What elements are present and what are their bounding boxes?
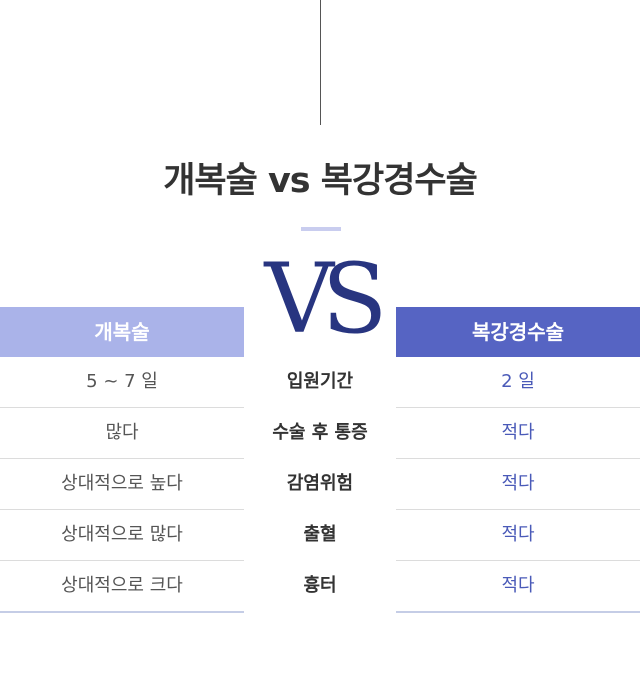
top-divider-line [320,0,321,125]
open-surgery-header: 개복술 [0,307,244,357]
laparoscopic-pain: 적다 [396,408,640,459]
open-surgery-column: 개복술 5 ~ 7 일 많다 상대적으로 높다 상대적으로 많다 상대적으로 크… [0,307,244,613]
vs-label: VS [264,243,387,355]
page-title: 개복술 vs 복강경수술 [163,161,478,201]
criteria-pain: 수술 후 통증 [272,422,368,443]
open-surgery-scar: 상대적으로 크다 [0,561,244,613]
criteria-scar: 흉터 [303,575,337,596]
criteria-column: 입원기간 수술 후 통증 감염위험 출혈 흉터 [244,357,396,612]
laparoscopic-hospital-stay: 2 일 [396,357,640,408]
open-surgery-hospital-stay: 5 ~ 7 일 [0,357,244,408]
laparoscopic-column: 복강경수술 2 일 적다 적다 적다 적다 [396,307,640,613]
open-surgery-pain: 많다 [0,408,244,459]
laparoscopic-infection-risk: 적다 [396,459,640,510]
criteria-hospital-stay: 입원기간 [286,371,354,392]
criteria-infection-risk: 감염위험 [286,473,354,494]
laparoscopic-bleeding: 적다 [396,510,640,561]
laparoscopic-header: 복강경수술 [396,307,640,357]
laparoscopic-scar: 적다 [396,561,640,613]
title-underline [301,227,341,231]
open-surgery-infection-risk: 상대적으로 높다 [0,459,244,510]
criteria-bleeding: 출혈 [303,524,337,545]
open-surgery-bleeding: 상대적으로 많다 [0,510,244,561]
